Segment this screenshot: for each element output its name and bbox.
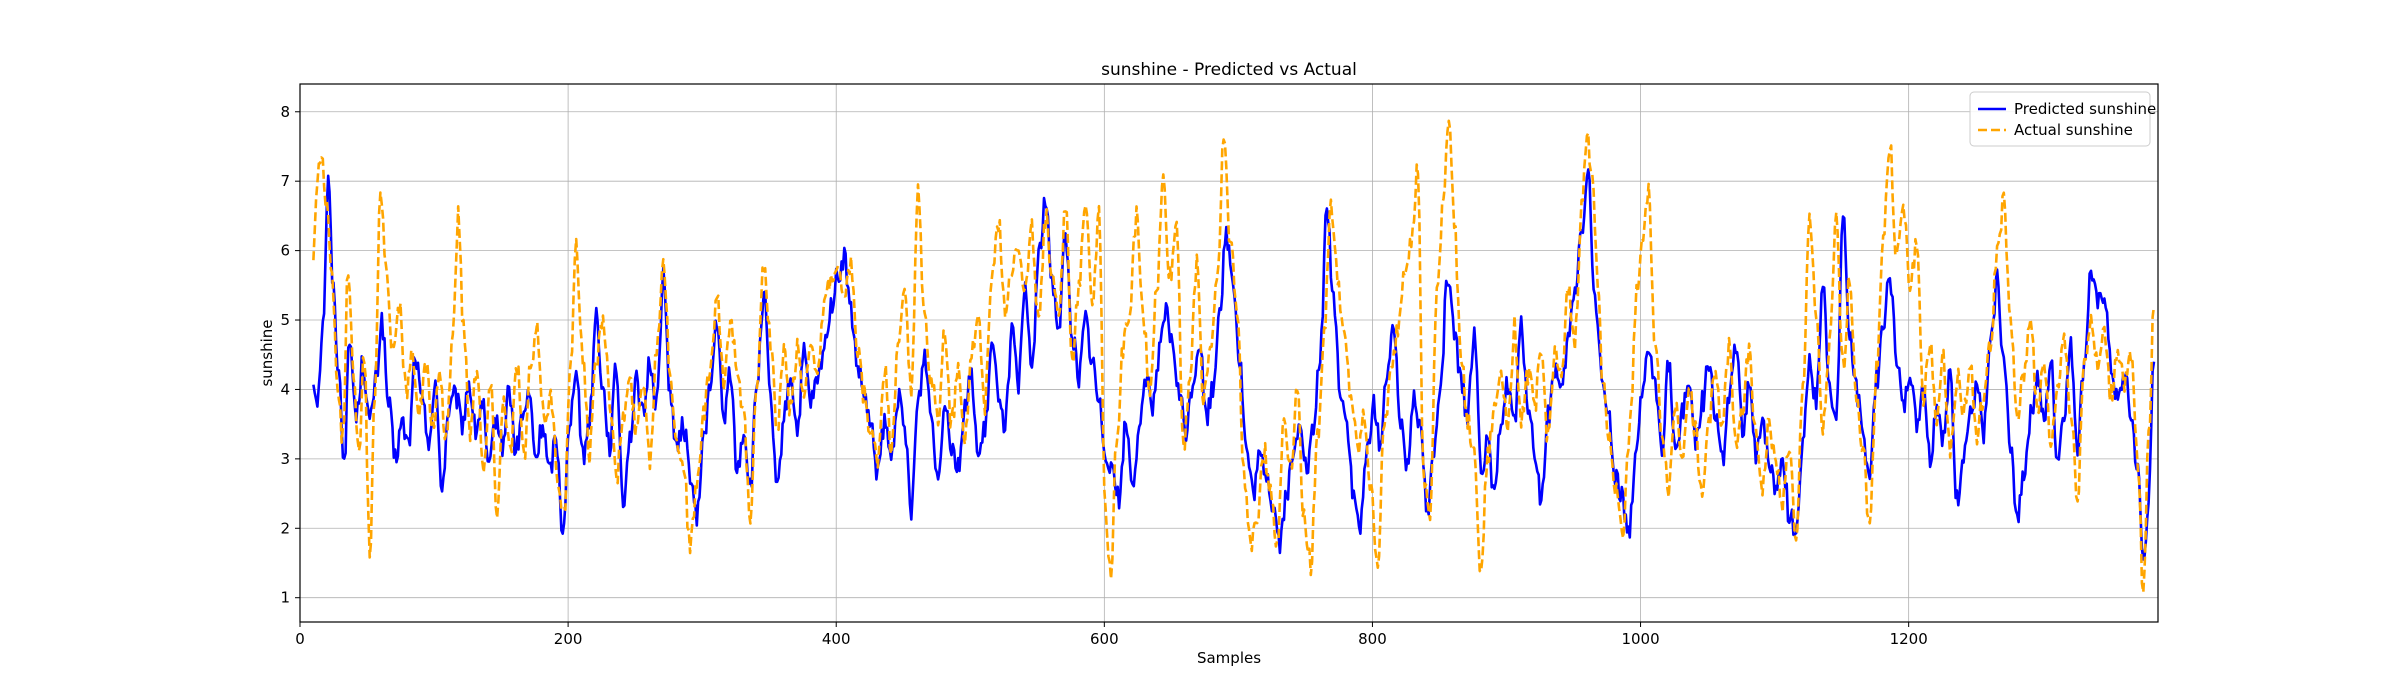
grid-lines (299, 84, 2158, 622)
y-axis: 1 2 3 4 5 6 7 8 (280, 103, 300, 607)
y-tick-label: 1 (280, 589, 290, 607)
y-axis-label: sunshine (258, 319, 276, 386)
plot-area-frame (299, 83, 2159, 623)
legend-entry: Actual sunshine (2014, 121, 2133, 139)
legend: Predicted sunshine Actual sunshine (1969, 91, 2156, 147)
x-axis: 0 200 400 600 800 1000 1200 (295, 622, 1928, 648)
actual-series-line (312, 119, 2156, 594)
legend-box (1969, 91, 2151, 147)
x-tick-label: 800 (1358, 630, 1387, 648)
x-tick-label: 0 (295, 630, 305, 648)
x-axis-label: Samples (1197, 649, 1261, 667)
y-tick-label: 5 (280, 311, 290, 329)
y-tick-label: 8 (280, 103, 290, 121)
x-tick-label: 1000 (1621, 630, 1659, 648)
y-tick-label: 6 (280, 242, 290, 260)
x-tick-label: 400 (822, 630, 851, 648)
y-tick-label: 2 (280, 519, 290, 537)
y-tick-label: 4 (280, 380, 290, 398)
y-tick-label: 7 (280, 172, 290, 190)
x-tick-label: 200 (554, 630, 583, 648)
y-tick-label: 3 (280, 450, 290, 468)
x-tick-label: 1200 (1890, 630, 1928, 648)
series-layer (312, 119, 2156, 594)
x-tick-label: 600 (1090, 630, 1119, 648)
legend-entry: Predicted sunshine (2014, 100, 2156, 118)
chart-title: sunshine - Predicted vs Actual (1101, 60, 1357, 80)
